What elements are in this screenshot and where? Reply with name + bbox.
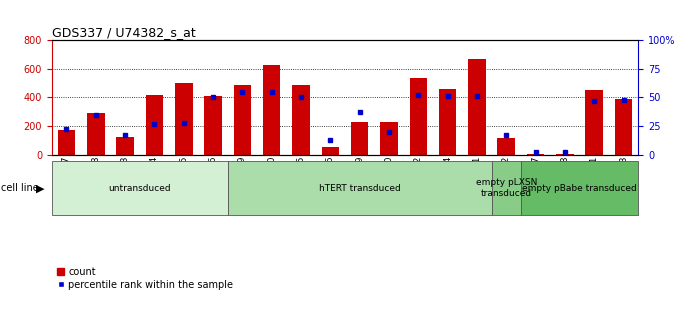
Bar bbox=[585, 90, 603, 155]
Bar bbox=[233, 85, 251, 155]
Bar bbox=[116, 137, 134, 155]
Bar bbox=[410, 78, 427, 155]
Bar bbox=[521, 161, 638, 215]
Bar bbox=[175, 83, 193, 155]
Bar bbox=[52, 161, 228, 215]
Bar bbox=[57, 130, 75, 155]
Text: ▶: ▶ bbox=[36, 183, 44, 193]
Bar bbox=[351, 122, 368, 155]
Bar bbox=[204, 96, 222, 155]
Bar bbox=[556, 154, 574, 155]
Text: GDS337 / U74382_s_at: GDS337 / U74382_s_at bbox=[52, 26, 195, 39]
Text: empty pBabe transduced: empty pBabe transduced bbox=[522, 184, 637, 193]
Bar bbox=[228, 161, 491, 215]
Bar bbox=[468, 59, 486, 155]
Bar bbox=[527, 154, 544, 155]
Bar bbox=[146, 95, 164, 155]
Bar bbox=[439, 89, 457, 155]
Text: hTERT transduced: hTERT transduced bbox=[319, 184, 400, 193]
Text: untransduced: untransduced bbox=[108, 184, 171, 193]
Bar bbox=[293, 85, 310, 155]
Bar bbox=[615, 99, 633, 155]
Bar bbox=[380, 122, 397, 155]
Bar bbox=[87, 113, 105, 155]
Text: empty pLXSN
transduced: empty pLXSN transduced bbox=[475, 178, 537, 198]
Text: cell line: cell line bbox=[1, 183, 39, 193]
Bar bbox=[497, 138, 515, 155]
Bar bbox=[322, 147, 339, 155]
Bar bbox=[263, 65, 280, 155]
Legend: count, percentile rank within the sample: count, percentile rank within the sample bbox=[57, 267, 233, 290]
Bar bbox=[491, 161, 521, 215]
